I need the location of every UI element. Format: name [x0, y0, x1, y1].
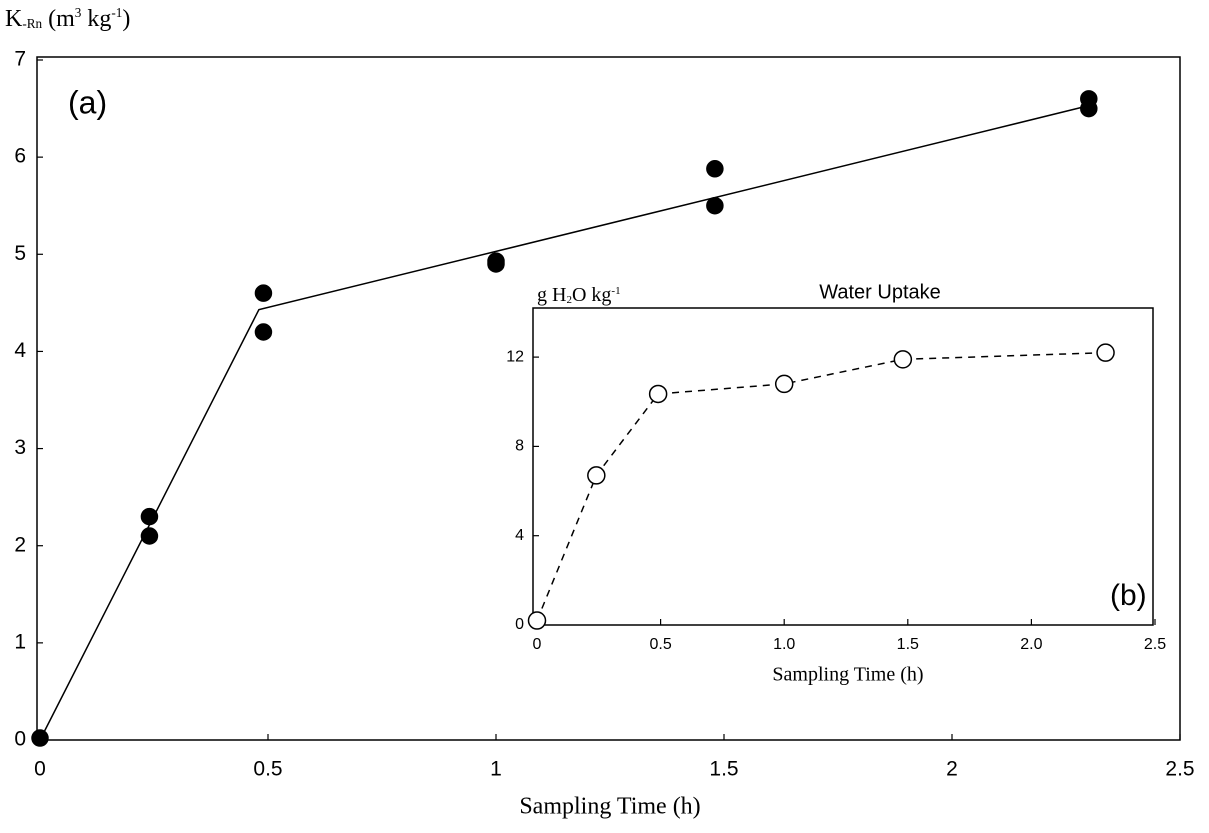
x-tick-label: 1: [490, 758, 502, 781]
y-tick-label: 3: [14, 436, 26, 459]
data-point: [587, 466, 606, 485]
data-point: [1080, 99, 1098, 118]
data-point: [140, 507, 159, 526]
data-point: [254, 323, 273, 341]
data-point: [706, 196, 724, 215]
y-axis-label: g H2O kg-1: [537, 284, 621, 306]
y-axis-label-part: 3: [75, 5, 82, 20]
x-tick-label: 2.5: [1144, 636, 1166, 653]
x-tick-label: 0.5: [649, 636, 671, 653]
y-tick-label: 8: [515, 438, 524, 455]
x-tick-label: 0.5: [253, 758, 282, 781]
y-axis-label-part: 2: [566, 294, 572, 306]
y-axis-label: K-Rn (m3 kg-1): [5, 5, 130, 31]
x-tick-label: 2.0: [1020, 636, 1042, 653]
data-point: [774, 374, 794, 394]
y-tick-label: 5: [14, 242, 26, 265]
y-axis-label-part: ): [122, 6, 130, 32]
data-point: [1096, 343, 1115, 362]
data-point: [487, 255, 505, 273]
y-axis-label-part: -1: [611, 285, 620, 297]
fit-line: [39, 104, 1089, 741]
x-axis-label: Sampling Time (h): [519, 794, 700, 820]
y-tick-label: 4: [14, 339, 26, 362]
y-tick-label: 4: [515, 527, 524, 544]
x-tick-label: 2.5: [1165, 758, 1194, 781]
dashed-line: [536, 351, 1106, 621]
data-point: [527, 611, 547, 630]
y-axis-label-part: O kg: [572, 284, 611, 306]
y-axis-label-part: -1: [111, 5, 122, 20]
data-point: [706, 160, 724, 178]
data-point: [31, 729, 49, 747]
y-tick-label: 12: [506, 348, 524, 365]
y-tick-label: 2: [14, 533, 26, 556]
x-tick-label: 1.5: [709, 758, 738, 781]
y-tick-label: 0: [14, 728, 26, 751]
chart-title: Water Uptake: [819, 281, 941, 303]
x-tick-label: 0: [533, 636, 542, 653]
x-axis-label: Sampling Time (h): [772, 664, 923, 686]
y-tick-label: 0: [515, 616, 524, 633]
y-tick-label: 1: [14, 630, 26, 653]
plot-frame: [532, 307, 1154, 626]
y-axis-label-part: K: [5, 6, 23, 32]
y-axis-label-part: (m: [42, 6, 75, 32]
data-point: [893, 350, 913, 369]
x-tick-label: 1.5: [897, 636, 919, 653]
data-point: [648, 384, 668, 404]
x-tick-label: 1.0: [773, 636, 795, 653]
y-tick-label: 7: [14, 48, 26, 71]
x-tick-label: 2: [946, 758, 958, 781]
y-tick-label: 6: [14, 145, 26, 168]
panel-label: (b): [1110, 579, 1147, 612]
y-axis-label-part: kg: [81, 6, 111, 32]
y-axis-label-part: g H: [537, 284, 566, 306]
panel-label: (a): [68, 84, 107, 120]
y-axis-label-part: -Rn: [22, 16, 42, 31]
data-point: [254, 284, 273, 302]
x-tick-label: 0: [34, 758, 46, 781]
